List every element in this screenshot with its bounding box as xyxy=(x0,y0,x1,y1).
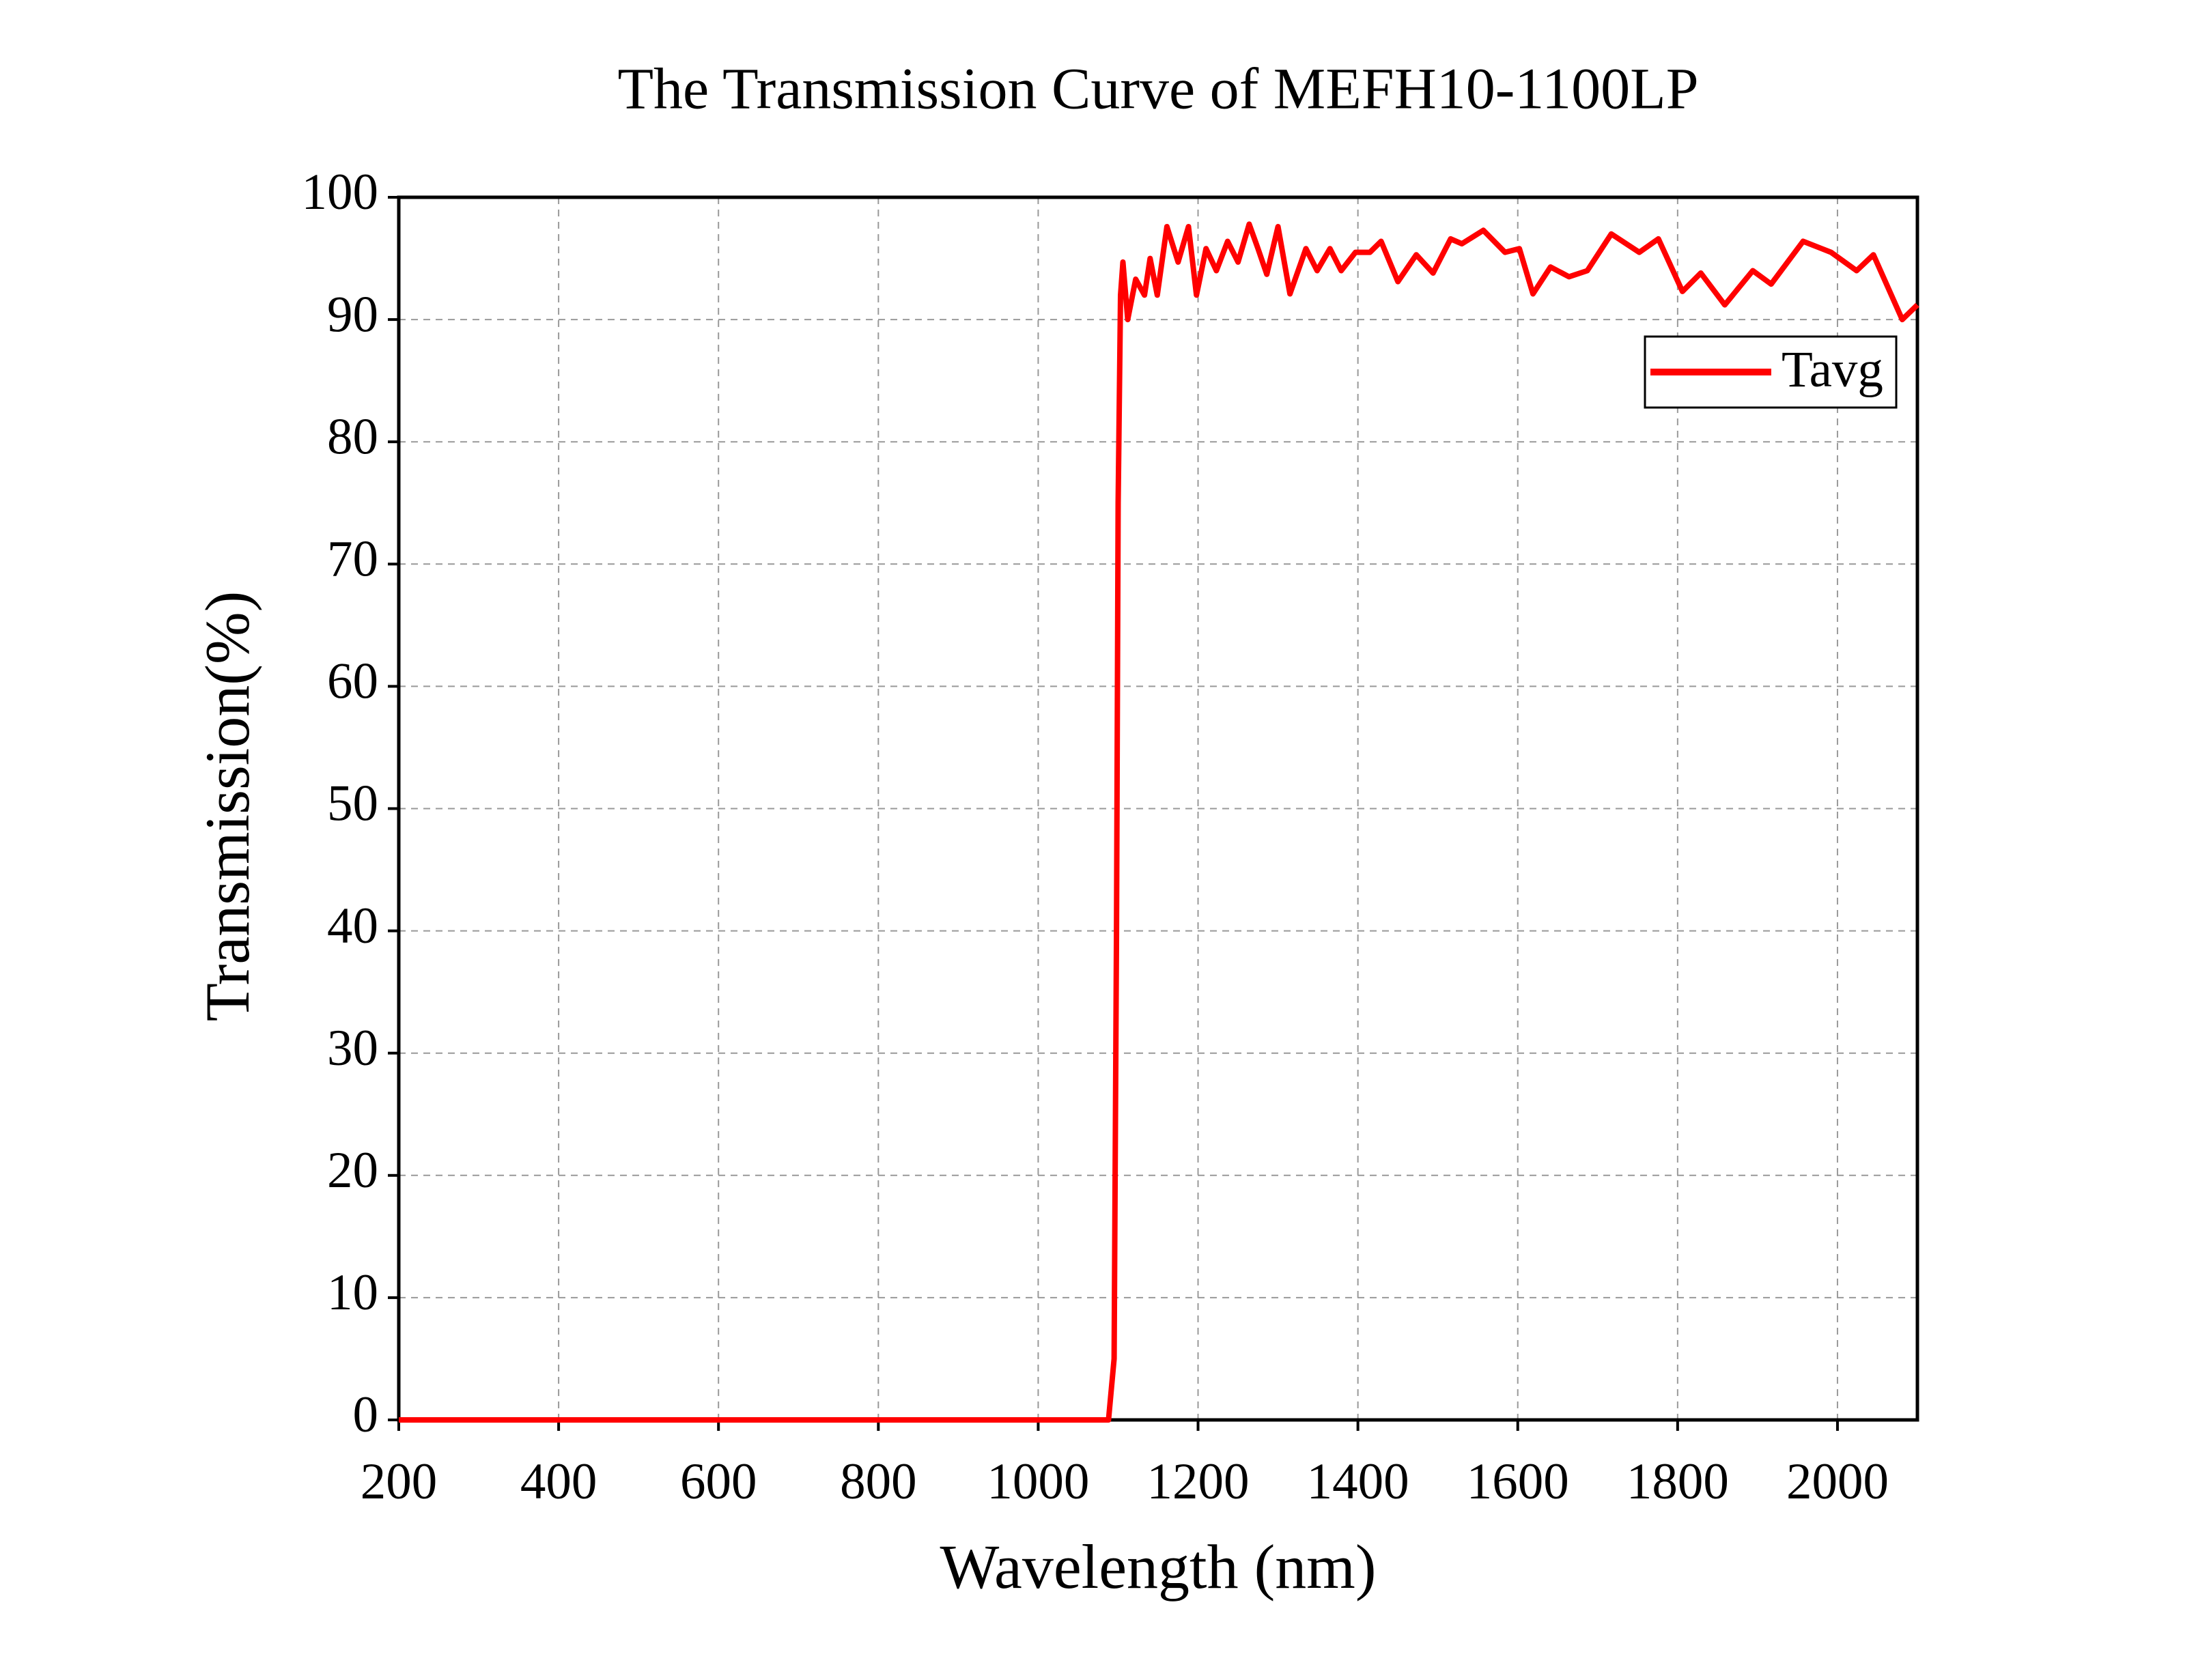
y-tick-label: 30 xyxy=(327,1020,378,1077)
x-tick-label: 600 xyxy=(680,1453,757,1510)
chart-title: The Transmission Curve of MEFH10-1100LP xyxy=(617,56,1698,122)
x-tick-label: 400 xyxy=(520,1453,597,1510)
y-tick-label: 60 xyxy=(327,653,378,710)
y-tick-label: 10 xyxy=(327,1264,378,1321)
x-tick-label: 1600 xyxy=(1467,1453,1569,1510)
x-tick-label: 800 xyxy=(840,1453,917,1510)
x-tick-label: 1200 xyxy=(1147,1453,1250,1510)
y-tick-label: 0 xyxy=(353,1386,379,1443)
y-tick-label: 80 xyxy=(327,408,378,465)
y-tick-label: 90 xyxy=(327,286,378,343)
x-tick-label: 1400 xyxy=(1307,1453,1409,1510)
y-tick-label: 100 xyxy=(302,164,379,220)
x-tick-label: 200 xyxy=(361,1453,438,1510)
y-tick-label: 40 xyxy=(327,898,378,954)
x-tick-label: 1000 xyxy=(987,1453,1089,1510)
legend-label: Tavg xyxy=(1782,341,1883,398)
x-tick-label: 1800 xyxy=(1627,1453,1729,1510)
y-tick-label: 50 xyxy=(327,775,378,832)
x-axis-label: Wavelength (nm) xyxy=(940,1532,1377,1601)
x-tick-label: 2000 xyxy=(1786,1453,1889,1510)
data-line xyxy=(399,221,1919,1423)
y-tick-label: 20 xyxy=(327,1142,378,1199)
y-axis-label: Transmission(%) xyxy=(193,591,262,1021)
plot-frame xyxy=(397,195,1919,1422)
y-tick-label: 70 xyxy=(327,531,378,588)
